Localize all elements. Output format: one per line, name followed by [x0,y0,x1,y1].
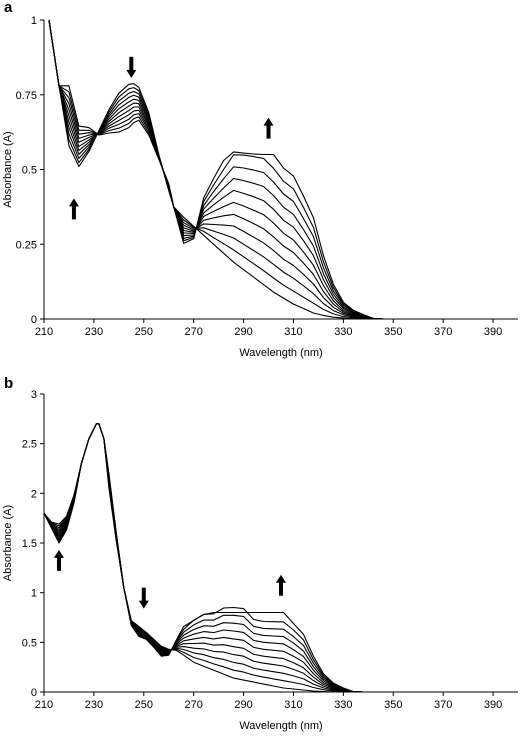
y-tick-label: 0.5 [22,165,37,177]
y-axis-title: Absorbance (A) [2,131,14,207]
arrow-shaft [71,205,76,220]
arrow-head [68,198,79,207]
series-line [43,423,518,693]
series-line [48,19,518,320]
arrow-down-icon [138,587,149,609]
arrow-head [263,117,274,126]
x-tick-label: 310 [284,699,302,711]
series-line [43,423,518,693]
arrow-head [138,600,149,609]
x-tick-label: 350 [384,326,402,338]
series-line [48,19,518,320]
y-tick-label: 1 [31,15,37,27]
x-tick-label: 390 [484,326,502,338]
series-line [48,19,518,320]
x-tick-label: 330 [334,699,352,711]
series-line [43,423,518,693]
series-line [48,19,518,320]
arrow-shaft [279,581,283,596]
series-line [43,423,518,693]
series-line [43,423,518,693]
series-line [48,19,518,320]
series-line [48,19,518,320]
arrow-up-icon [53,549,64,571]
x-tick-label: 270 [185,699,203,711]
panel-label: a [4,0,13,16]
x-tick-label: 270 [185,326,203,338]
x-tick-label: 350 [384,699,402,711]
y-tick-label: 2.5 [22,439,37,451]
series-line [43,423,518,693]
series-line [48,19,518,320]
y-tick-label: 0 [31,314,37,326]
arrow-shaft [129,56,134,71]
panel-label: b [4,375,13,392]
x-tick-label: 390 [484,699,502,711]
arrow-shaft [266,124,271,139]
series-line [48,19,518,320]
arrow-up-icon [68,198,79,220]
x-tick-label: 370 [434,699,452,711]
y-axis-title: Absorbance (A) [2,505,14,581]
y-tick-label: 0.25 [16,239,37,251]
arrow-shaft [141,587,146,602]
arrow-up-icon [276,574,286,596]
x-tick-label: 230 [85,326,103,338]
x-tick-label: 330 [334,326,352,338]
y-tick-label: 1 [31,588,37,600]
arrow-shaft [56,556,61,571]
x-axis-title: Wavelength (nm) [239,347,322,359]
arrow-head [53,549,64,558]
x-axis-title: Wavelength (nm) [239,720,322,732]
x-tick-label: 290 [234,699,252,711]
arrow-head [126,69,137,78]
x-tick-label: 210 [35,699,53,711]
series-line [43,423,518,693]
series-line [43,423,518,693]
series-line [48,19,518,320]
series-line [43,423,518,693]
y-tick-label: 0 [31,687,37,699]
x-tick-label: 250 [135,326,153,338]
panel-a: a 0 0.25 0.5 0.75 1 210 230 250 270 290 310 330 350 37… [2,0,518,359]
x-tick-label: 210 [35,326,53,338]
x-tick-label: 370 [434,326,452,338]
x-tick-label: 290 [234,326,252,338]
y-tick-label: 2 [31,488,37,500]
arrow-down-icon [126,56,137,78]
y-tick-label: 1.5 [22,538,37,550]
x-tick-label: 250 [135,699,153,711]
y-tick-label: 0.5 [22,637,37,649]
series-line [48,19,518,320]
y-tick-label: 0.75 [16,90,37,102]
series-line [43,423,518,693]
series-line [43,423,518,693]
x-tick-label: 230 [85,699,103,711]
arrow-up-icon [263,117,274,139]
series-line [48,19,518,320]
panel-b: b 0 0.5 1 1.5 2 2.5 3 210 230 250 270 290 310 330 350 37… [2,375,518,732]
arrow-head [276,574,286,583]
y-tick-label: 3 [31,389,37,401]
x-tick-label: 310 [284,326,302,338]
